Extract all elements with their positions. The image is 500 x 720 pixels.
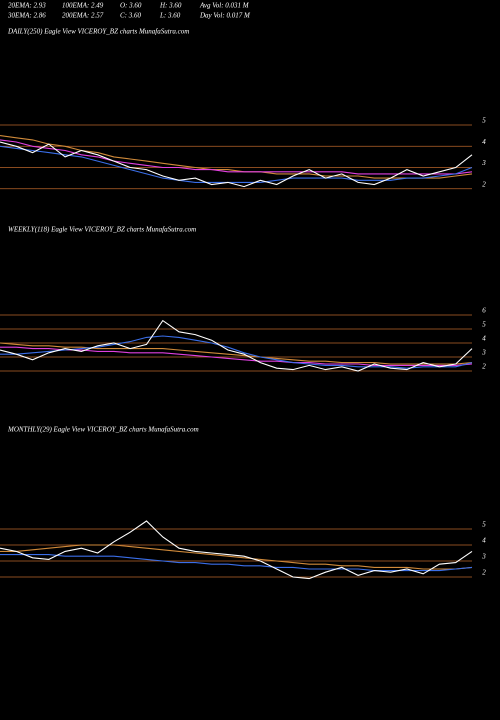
header-stat: L: 3.60 xyxy=(159,12,181,20)
series-line xyxy=(0,145,473,183)
y-tick-label: 5 xyxy=(482,117,486,125)
series-line xyxy=(0,141,473,188)
y-tick-label: 2 xyxy=(482,569,486,577)
panel-title: WEEKLY(118) Eagle View VICEROY_BZ charts… xyxy=(8,226,196,234)
y-tick-label: 3 xyxy=(481,159,486,167)
panel-title: MONTHLY(29) Eagle View VICEROY_BZ charts… xyxy=(7,426,199,434)
header-stat: 100EMA: 2.49 xyxy=(62,2,104,10)
series-line xyxy=(0,544,473,570)
header-stat: Day Vol: 0.017 M xyxy=(199,12,251,20)
y-tick-label: 2 xyxy=(482,363,486,371)
series-line xyxy=(0,335,473,369)
series-line xyxy=(0,139,473,175)
series-line xyxy=(0,342,473,365)
series-line xyxy=(0,520,473,580)
series-line xyxy=(0,554,473,572)
header-stat: Avg Vol: 0.031 M xyxy=(199,2,250,10)
header-stat: C: 3.60 xyxy=(120,12,142,20)
y-tick-label: 5 xyxy=(482,521,486,529)
y-tick-label: 2 xyxy=(482,180,486,188)
header-stat: 200EMA: 2.57 xyxy=(62,12,104,20)
header-stat: 30EMA: 2.86 xyxy=(7,12,46,20)
y-tick-label: 5 xyxy=(482,321,486,329)
y-tick-label: 4 xyxy=(482,537,486,545)
panel-title: DAILY(250) Eagle View VICEROY_BZ charts … xyxy=(7,28,189,36)
series-line xyxy=(0,346,473,366)
series-line xyxy=(0,135,473,179)
series-line xyxy=(0,319,473,372)
y-tick-label: 3 xyxy=(481,349,486,357)
y-tick-label: 6 xyxy=(482,307,486,315)
header-stat: H: 3.60 xyxy=(159,2,182,10)
y-tick-label: 4 xyxy=(482,138,486,146)
header-stat: 20EMA: 2.93 xyxy=(8,2,46,10)
y-tick-label: 4 xyxy=(482,335,486,343)
header-stat: O: 3.60 xyxy=(120,2,142,10)
y-tick-label: 3 xyxy=(481,553,486,561)
